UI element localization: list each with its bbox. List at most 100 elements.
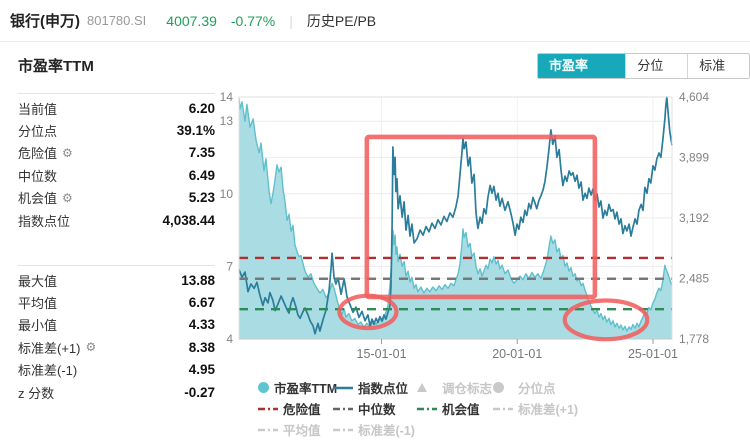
y-right-label: 2,485 [679, 271, 709, 285]
line-icon [333, 385, 353, 391]
dashdot-icon [333, 427, 353, 433]
tab-pe-ttm[interactable]: 市盈率TTM [538, 54, 626, 78]
legend-label: 分位点 [518, 382, 556, 396]
y-right-label: 3,899 [679, 150, 709, 164]
stat-value: 8.38 [188, 339, 215, 355]
stat-value: 6.67 [188, 295, 215, 311]
legend-item[interactable]: 中位数 [333, 398, 417, 419]
legend-label: 指数点位 [358, 382, 409, 396]
dashdot-icon [258, 427, 278, 433]
view-tabs: 市盈率TTM分位点标准差 [537, 53, 750, 79]
stat-row: 平均值 6.67 [18, 291, 215, 313]
legend-label: 调仓标志 [442, 382, 493, 396]
pe-area-edge [238, 98, 673, 332]
stat-value: 7.35 [188, 145, 215, 161]
history-pe-pb-link[interactable]: 历史PE/PB [306, 12, 377, 29]
y-left-label: 7 [226, 259, 233, 273]
stat-label: 危险值 ⚙ [18, 145, 73, 162]
x-tick-label: 15-01-01 [357, 347, 407, 361]
legend-item[interactable]: 机会值 [417, 398, 493, 419]
dashdot-icon [258, 406, 278, 412]
index-name: 银行(申万) [10, 13, 80, 30]
stat-row: 指数点位 4,038.44 [18, 209, 215, 231]
tab-stddev[interactable]: 标准差 [687, 54, 749, 78]
stat-row: 中位数 6.49 [18, 164, 215, 186]
legend-label: 标准差(-1) [358, 424, 415, 438]
legend-item[interactable]: 指数点位 [333, 377, 417, 398]
stat-label: 最大值 [18, 273, 58, 289]
stat-row: z 分数 -0.27 [18, 381, 215, 403]
index-code: 801780.SI [87, 13, 147, 28]
index-change: -0.77% [230, 12, 276, 29]
stat-value: 4.33 [188, 317, 215, 333]
gear-icon[interactable]: ⚙ [62, 145, 73, 160]
dashdot-icon [417, 406, 437, 412]
stat-row: 机会值 ⚙ 5.23 [18, 187, 215, 209]
legend-item[interactable]: 调仓标志 [417, 377, 493, 398]
annotation-ellipse-1 [337, 293, 399, 331]
legend-label: 标准差(+1) [518, 403, 579, 417]
legend-item[interactable]: 分位点 [493, 377, 745, 398]
pe-area-series [239, 98, 672, 339]
stat-value: 39.1% [176, 123, 215, 139]
annotation-rect [364, 134, 598, 300]
dashdot-icon [333, 406, 353, 412]
stat-label: 平均值 [18, 296, 58, 312]
y-left-label: 4 [226, 332, 233, 346]
stat-row: 标准差(+1) ⚙ 8.38 [18, 336, 215, 358]
stat-value: -0.27 [184, 384, 215, 400]
stat-value: 4.95 [188, 362, 215, 378]
stat-label: 标准差(+1) ⚙ [18, 340, 97, 356]
legend-item[interactable]: 标准差(+1) [493, 398, 745, 419]
header-bar: 银行(申万) 801780.SI 4007.39 -0.77% | 历史PE/P… [0, 0, 750, 42]
legend-item[interactable]: 标准差(-1) [333, 419, 417, 440]
y-left-label: 10 [220, 187, 234, 201]
gear-icon[interactable]: ⚙ [85, 340, 97, 355]
x-tick-label: 20-01-01 [492, 347, 542, 361]
legend-item[interactable]: 平均值 [258, 419, 333, 440]
legend-item[interactable]: 危险值 [258, 398, 333, 419]
legend-item[interactable]: 市盈率TTM [258, 377, 337, 398]
stat-label: 分位点 [18, 124, 58, 140]
dashdot-icon [493, 406, 513, 412]
stat-row: 分位点 39.1% [18, 119, 215, 141]
stats-secondary: 最大值 13.88 平均值 6.67 最小值 4.33 标准差(+1) ⚙ 8.38 标准差(-1… [18, 269, 215, 403]
stat-value: 4,038.44 [162, 212, 215, 228]
tab-percentile[interactable]: 分位点 [625, 54, 688, 78]
stat-label: 标准差(-1) [18, 363, 78, 379]
y-right-label: 1,778 [679, 332, 709, 346]
stat-row: 当前值 6.20 [18, 97, 215, 119]
stat-value: 6.49 [188, 167, 215, 183]
y-right-label: 3,192 [679, 211, 709, 225]
stat-row: 标准差(-1) 4.95 [18, 359, 215, 381]
index-price: 4007.39 [166, 12, 217, 29]
pe-chart-svg[interactable]: 14 13 10 7 4 4,604 3,899 3,192 2,485 1,778 15-01-0… [200, 85, 750, 375]
stat-label: 指数点位 [18, 213, 71, 229]
stats-primary: 当前值 6.20 分位点 39.1% 危险值 ⚙ 7.35 中位数 6.49 机会值 ⚙ 5.23 指数… [18, 97, 215, 231]
stat-row: 危险值 ⚙ 7.35 [18, 142, 215, 164]
stat-label: 最小值 [18, 318, 58, 334]
stat-label: 机会值 ⚙ [18, 190, 73, 207]
stat-row: 最小值 4.33 [18, 314, 215, 336]
stat-row: 最大值 13.88 [18, 269, 215, 291]
gear-icon[interactable]: ⚙ [62, 190, 73, 205]
stat-label: 中位数 [18, 168, 58, 184]
stat-value: 5.23 [188, 190, 215, 206]
stat-label: z 分数 [18, 385, 55, 401]
legend-label: 中位数 [358, 403, 396, 417]
x-tick-label: 25-01-01 [628, 347, 678, 361]
stat-value: 13.88 [181, 272, 215, 288]
circle-icon [258, 382, 269, 393]
chart-legend: 市盈率TTM 指数点位 调仓标志 分位点危险值 中位数 机会值 标准差(+1) 平均值 标准差(… [230, 377, 745, 440]
legend-label: 危险值 [283, 403, 321, 417]
y-left-label: 14 [220, 90, 234, 104]
legend-label: 平均值 [283, 424, 321, 438]
pe-chart[interactable]: 14 13 10 7 4 4,604 3,899 3,192 2,485 1,778 15-01-0… [200, 85, 750, 375]
y-left-label: 13 [220, 114, 234, 128]
divider [18, 265, 215, 266]
legend-label: 市盈率TTM [274, 382, 338, 396]
y-right-label: 4,604 [679, 90, 709, 104]
stat-value: 6.20 [188, 100, 215, 116]
annotation-ellipse-2 [562, 298, 650, 342]
legend-label: 机会值 [442, 403, 480, 417]
